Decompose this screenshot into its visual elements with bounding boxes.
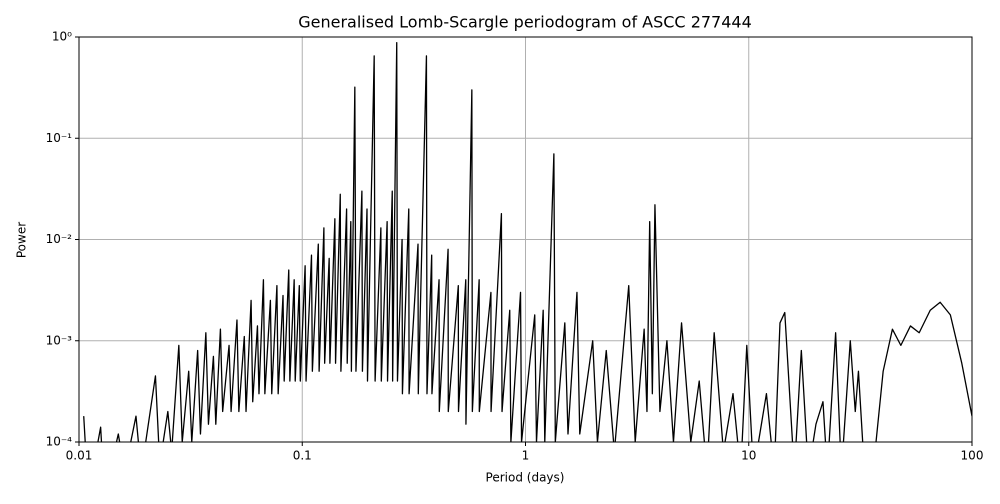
y-tick-label: 10⁻³	[46, 333, 73, 347]
x-tick-label: 100	[961, 449, 984, 463]
x-axis-label: Period (days)	[486, 471, 565, 485]
x-tick-label: 0.1	[293, 449, 312, 463]
y-tick-label: 10⁻⁴	[46, 435, 73, 449]
x-tick-label: 0.01	[66, 449, 93, 463]
y-tick-label: 10⁻¹	[46, 131, 73, 145]
x-tick-label: 10	[741, 449, 756, 463]
x-tick-label: 1	[522, 449, 530, 463]
y-tick-label: 10⁰	[52, 30, 72, 44]
y-axis-label: Power	[15, 222, 29, 258]
y-tick-label: 10⁻²	[46, 232, 73, 246]
chart-title: Generalised Lomb-Scargle periodogram of …	[298, 13, 752, 32]
plot-area	[83, 41, 972, 442]
periodogram-line	[83, 41, 972, 442]
ticks: 0.01 0.1 1 10 100 10⁻⁴ 10⁻³ 10⁻² 10⁻¹ 10⁰	[46, 30, 984, 463]
